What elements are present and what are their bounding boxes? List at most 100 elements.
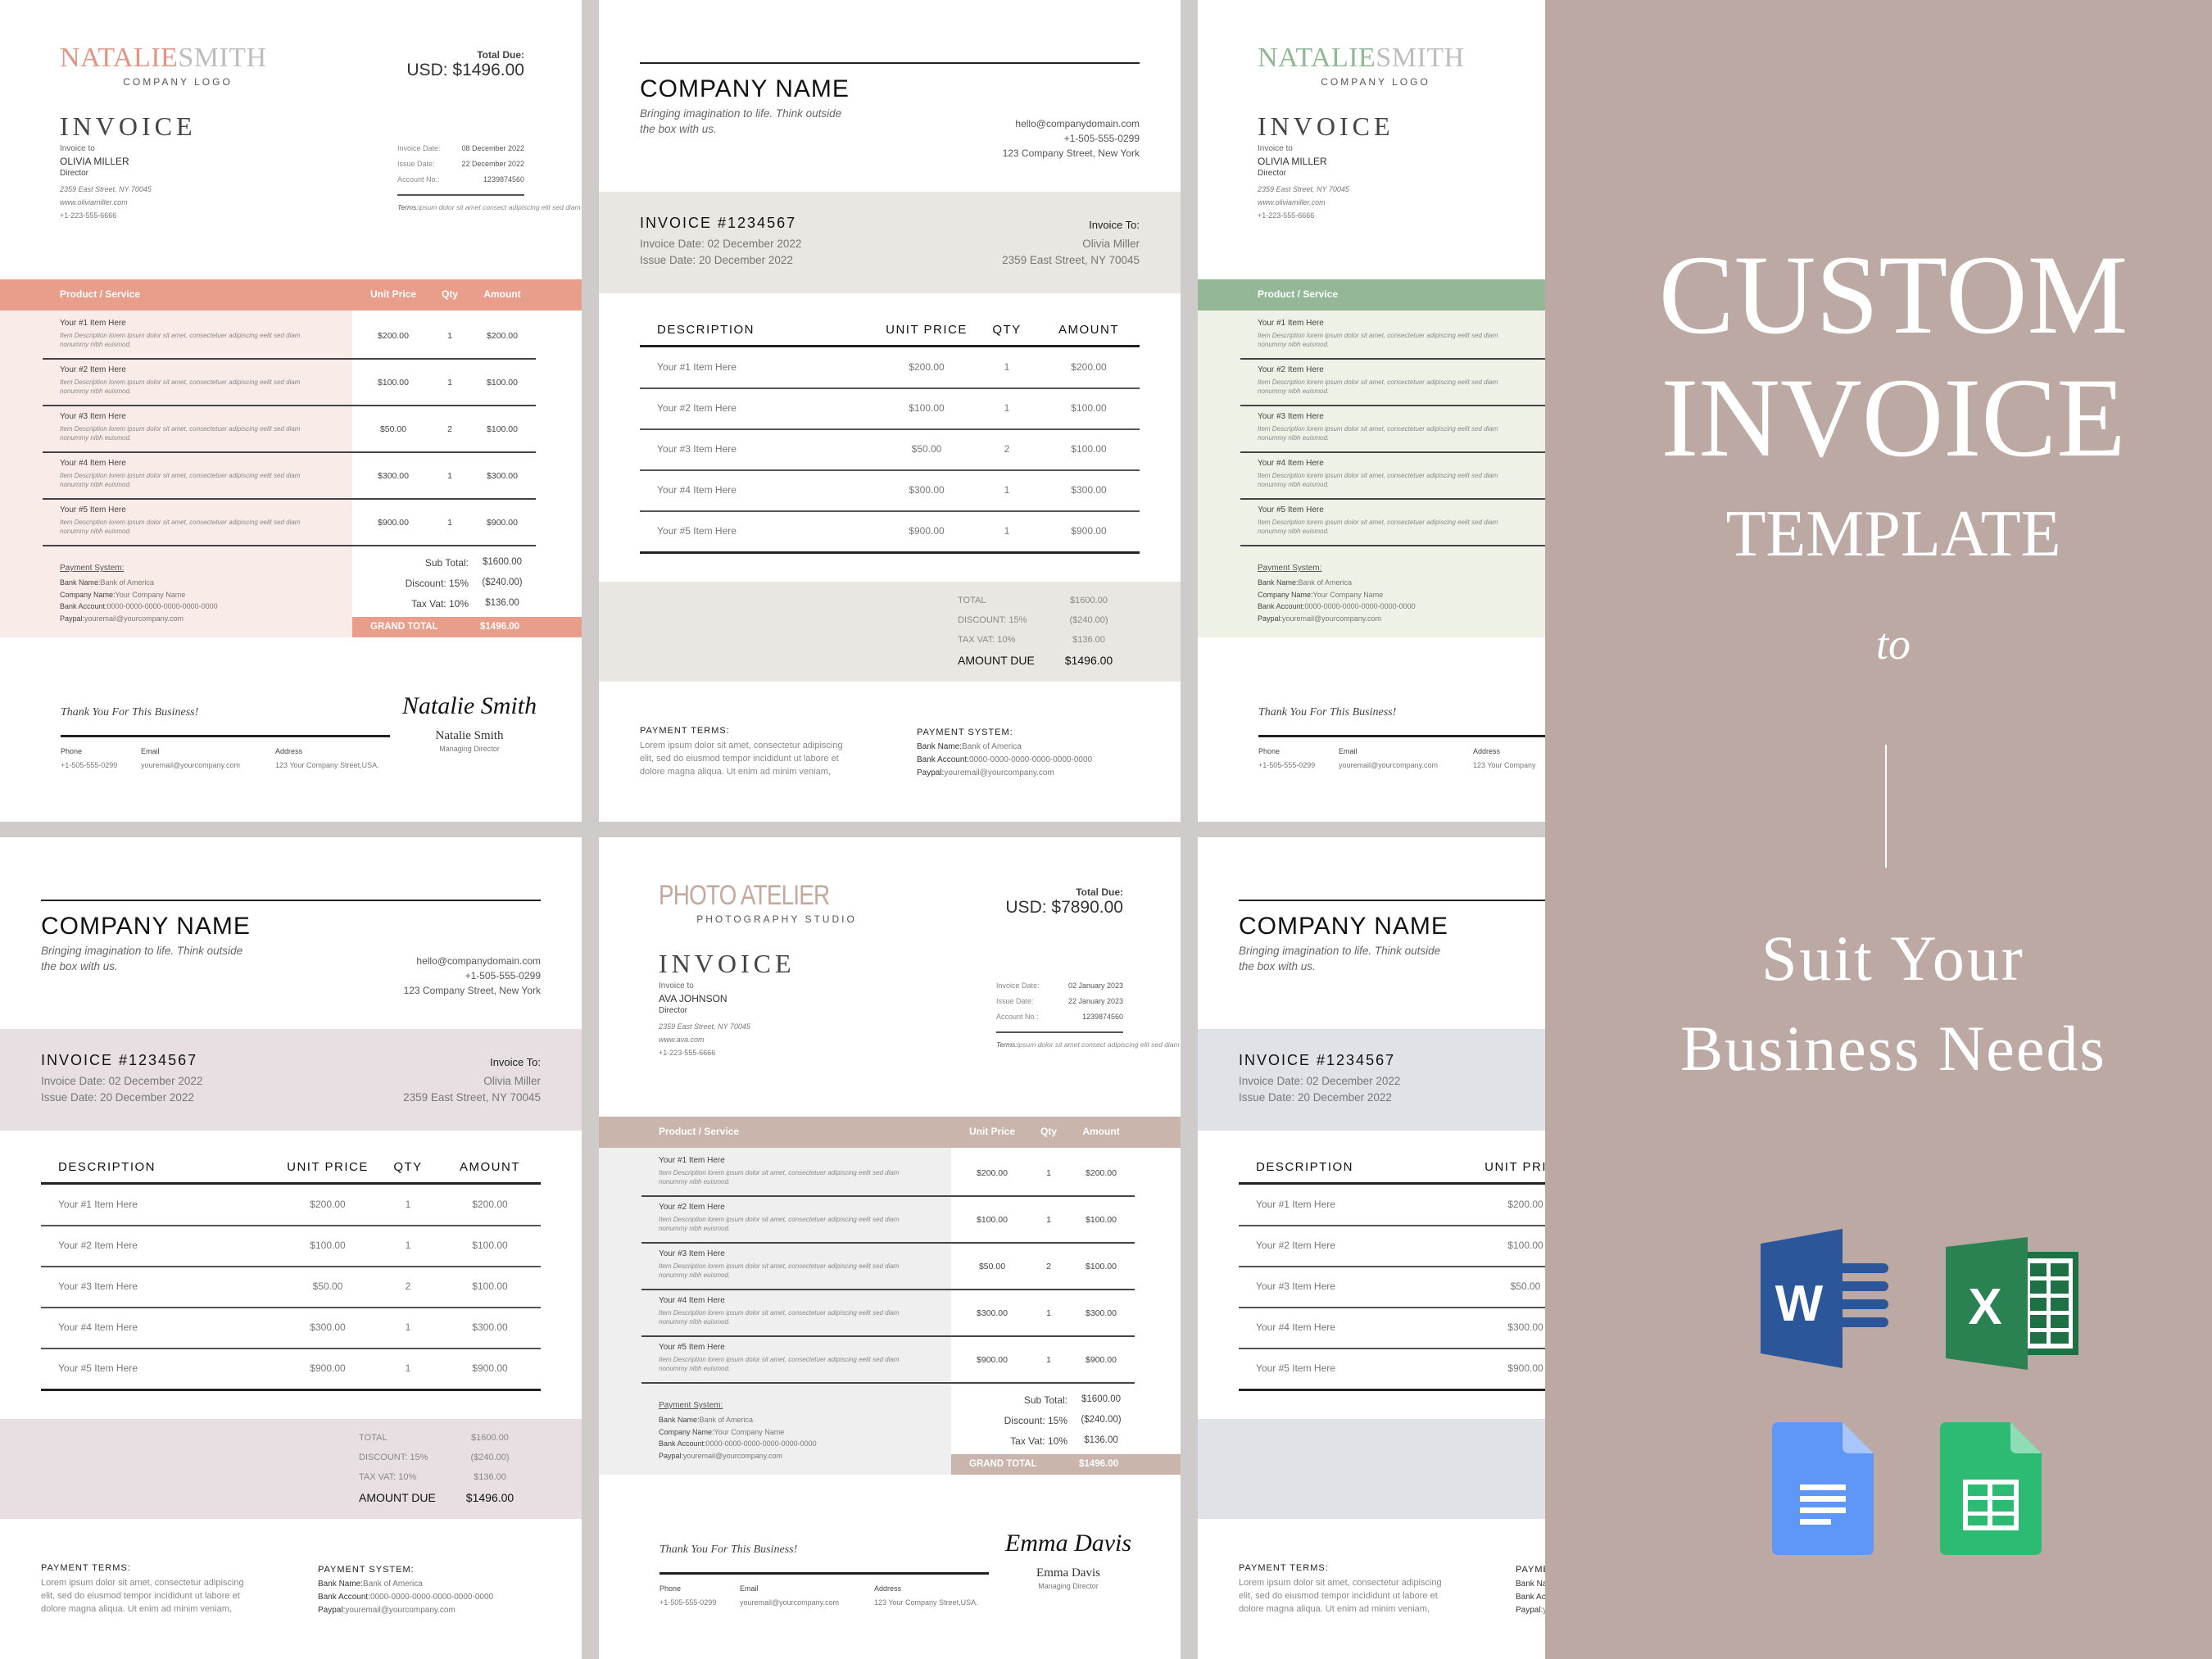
item-description: Item Description lorem ipsum dolor sit a…: [1258, 519, 1498, 535]
item-qty: 1: [447, 471, 452, 481]
item-name: Your #5 Item Here: [1256, 1362, 1335, 1374]
payment-title: Payment System:: [1258, 564, 1322, 573]
contact-label: Email: [1339, 747, 1358, 755]
row-divider: [641, 1242, 1135, 1244]
logo-subtitle: PHOTOGRAPHY STUDIO: [696, 913, 857, 925]
promo-tagline-1: Suit Your: [1761, 922, 2025, 994]
company-logo: NATALIE SMITH: [60, 43, 267, 74]
invoice-date: Invoice Date: 02 December 2022: [640, 238, 802, 250]
detail-value: 22 January 2023: [1067, 997, 1123, 1005]
row-divider: [41, 1307, 541, 1308]
payment-system-title: PAYMENT SYSTEM:: [318, 1565, 415, 1575]
payment-line-value: youremail@yourcompany.com: [683, 1451, 783, 1460]
payment-line-value: Your Company Name: [115, 590, 186, 599]
client-phone: +1-223-555-6666: [1258, 211, 1315, 220]
grand-total-bar: [352, 617, 582, 637]
item-name: Your #4 Item Here: [58, 1321, 138, 1333]
row-divider: [41, 1225, 541, 1226]
company-contact: +1-505-555-0299: [1063, 133, 1140, 144]
column-header: QTY: [992, 323, 1022, 337]
payment-line-value: Bank of America: [962, 742, 1022, 751]
invoice-template-4: COMPANY NAME Bringing imagination to life…: [0, 837, 582, 1659]
item-qty: 1: [1046, 1168, 1051, 1178]
payment-terms-line: elit, sed do eiusmod tempor incididunt u…: [41, 1591, 240, 1601]
item-unit-price: $900.00: [378, 518, 409, 528]
item-unit-price: $50.00: [978, 1262, 1006, 1271]
total-label: TOTAL: [958, 596, 986, 605]
item-qty: 1: [405, 1362, 411, 1374]
item-name: Your #3 Item Here: [58, 1281, 138, 1292]
total-label: TAX VAT: 10%: [359, 1472, 417, 1482]
payment-line-label: Paypal:: [1258, 614, 1283, 623]
row-divider: [1240, 545, 1734, 546]
item-unit-price: $100.00: [909, 402, 945, 414]
item-qty: 1: [1004, 484, 1010, 496]
details-divider: [996, 1031, 1123, 1033]
item-description: Item Description lorem ipsum dolor sit a…: [60, 332, 301, 348]
table-header-bar: [599, 1117, 1181, 1148]
row-divider: [640, 510, 1140, 512]
payment-line-value: 0000-0000-0000-0000-0000-0000: [1304, 602, 1416, 610]
amount-due-value: $1496.00: [1064, 654, 1113, 667]
invoice-template-5: PHOTO ATELIER PHOTOGRAPHY STUDIO Total Due…: [599, 837, 1181, 1659]
item-qty: 1: [1046, 1215, 1051, 1225]
payment-line: Bank Account: 0000-0000-0000-0000-0000-0…: [917, 755, 1092, 764]
item-unit-price: $300.00: [909, 484, 945, 496]
payment-line: Paypal: youremail@yourcompany.com: [1258, 614, 1381, 623]
promo-title-custom: CUSTOM: [1658, 232, 2128, 357]
item-name: Your #3 Item Here: [657, 443, 737, 455]
payment-line-label: Bank Account:: [1516, 1593, 1568, 1602]
item-name: Your #4 Item Here: [657, 484, 737, 496]
total-value: $136.00: [485, 598, 519, 608]
footer-divider: [61, 735, 390, 737]
payment-line-value: 0000-0000-0000-0000-0000-0000: [705, 1439, 817, 1448]
table-tint: [0, 310, 352, 637]
logo-first-name: NATALIE: [60, 43, 179, 73]
payment-line-label: Bank Name:: [917, 742, 963, 751]
row-divider: [1239, 1266, 1738, 1267]
row-divider: [1239, 1225, 1738, 1226]
total-label: DISCOUNT: 15%: [359, 1453, 428, 1462]
invoice-to-label: Invoice to: [1258, 144, 1293, 153]
client-role: Director: [1258, 169, 1287, 178]
client-website: www.oliviamiller.com: [60, 198, 128, 206]
promo-title-invoice: INVOICE: [1661, 355, 2126, 480]
company-tagline: Bringing imagination to life. Think outs…: [41, 945, 243, 957]
signer-name: Natalie Smith: [435, 729, 504, 742]
payment-line-value: 0000-0000-0000-0000-0000-0000: [107, 602, 218, 610]
footer-divider: [1258, 735, 1588, 737]
row-divider: [1239, 1348, 1738, 1349]
payment-line-label: Paypal:: [318, 1606, 346, 1615]
total-due-value: USD: $7890.00: [1005, 898, 1123, 917]
item-name: Your #3 Item Here: [1258, 412, 1324, 421]
item-name: Your #1 Item Here: [60, 319, 126, 328]
item-amount: $100.00: [487, 424, 518, 434]
promo-overlay: CUSTOM INVOICE TEMPLATE to Suit Your Bus…: [1545, 0, 2212, 1659]
total-value: $1600.00: [1070, 596, 1108, 605]
item-qty: 1: [1004, 361, 1010, 373]
row-divider: [640, 551, 1140, 554]
item-qty: 1: [447, 518, 452, 528]
grand-total-value: $1496.00: [480, 622, 519, 632]
table-tint: [1198, 310, 1550, 637]
header-rule: [41, 900, 541, 901]
column-header: AMOUNT: [460, 1160, 520, 1174]
company-logo: NATALIE SMITH: [1258, 43, 1465, 74]
payment-line-value: Your Company Name: [1312, 590, 1384, 599]
payment-line-label: Bank Account:: [659, 1439, 706, 1448]
row-divider: [43, 498, 536, 500]
invoice-title: INVOICE: [1258, 111, 1394, 141]
column-header: Amount: [483, 288, 521, 300]
row-divider: [41, 1348, 541, 1349]
company-contact: 123 Company Street, New York: [1002, 147, 1140, 159]
client-name: AVA JOHNSON: [659, 993, 728, 1004]
payment-line-value: youremail@yourcompany.com: [944, 768, 1054, 777]
amount-due-label: AMOUNT DUE: [958, 654, 1035, 667]
item-amount: $200.00: [487, 331, 518, 341]
item-amount: $300.00: [487, 471, 518, 481]
item-description: Item Description lorem ipsum dolor sit a…: [60, 472, 301, 488]
payment-terms-line: dolore magna aliqua. Ut enim ad minim ve…: [41, 1604, 232, 1614]
payment-line: Bank Name: Bank of America: [659, 1416, 753, 1424]
payment-line-value: 0000-0000-0000-0000-0000-0000: [369, 1593, 494, 1602]
total-label: Sub Total:: [424, 557, 469, 569]
